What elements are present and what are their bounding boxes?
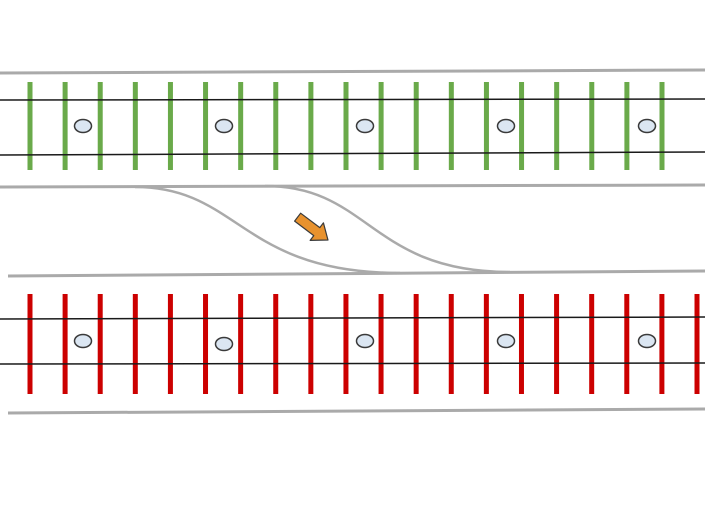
arrow-down-right-shape	[294, 212, 329, 241]
lower-track-marker	[214, 336, 234, 352]
arrow-down-right-icon	[294, 212, 329, 241]
upper-track-marker	[355, 118, 375, 134]
upper-lane-top-border	[0, 68, 705, 75]
lane-borders	[0, 68, 705, 415]
crossover-path	[134, 184, 511, 275]
upper-track-rail-top	[0, 98, 705, 101]
lower-track-rail-top	[0, 316, 705, 320]
lower-track-marker	[637, 333, 657, 349]
upper-track-ties	[27, 82, 665, 170]
lower-track-marker	[496, 333, 516, 349]
lower-lane-top-border	[7, 269, 705, 278]
lower-track-markers	[73, 333, 657, 352]
upper-track-marker	[496, 118, 516, 134]
lower-lane-bottom-border	[7, 407, 705, 415]
lower-track-marker	[73, 333, 93, 349]
upper-track-rail-bottom	[0, 151, 705, 156]
crossover-curve-right	[264, 184, 511, 274]
upper-track	[0, 82, 705, 170]
upper-track-marker	[637, 118, 657, 134]
lower-track	[0, 294, 705, 394]
upper-track-marker	[73, 118, 93, 134]
lower-track-ties	[27, 294, 700, 394]
crossover-curve-left	[134, 185, 401, 275]
lower-track-marker	[355, 333, 375, 349]
lower-track-rail-bottom	[0, 362, 705, 365]
upper-track-marker	[214, 118, 234, 134]
upper-track-markers	[73, 118, 657, 134]
upper-lane-bottom-border	[0, 183, 705, 189]
